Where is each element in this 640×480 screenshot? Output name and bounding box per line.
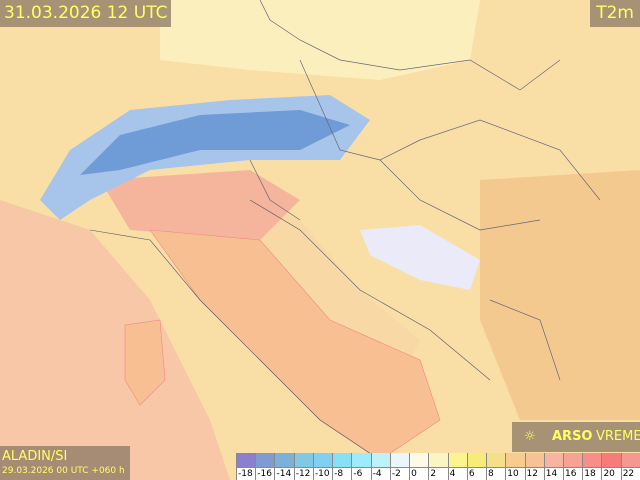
- legend-tick: 22: [622, 469, 635, 479]
- legend-swatch: [563, 453, 583, 468]
- legend-tick: 0: [411, 469, 417, 479]
- sardinia: [124, 319, 166, 406]
- legend-item: 2: [428, 453, 448, 480]
- legend-swatch: [313, 453, 333, 468]
- logo-brand-bold: ARSO: [552, 429, 593, 444]
- legend-item: 8: [486, 453, 506, 480]
- legend-tick: 14: [545, 469, 558, 479]
- country-borders: [249, 0, 601, 381]
- legend-swatch: [333, 453, 352, 468]
- legend-item: 16: [562, 453, 583, 480]
- legend-item: -18: [236, 453, 256, 480]
- alps-colder: [80, 110, 350, 175]
- legend-tick: 6: [468, 469, 475, 479]
- legend-item: 0: [409, 453, 429, 480]
- legend-tick: 4: [449, 469, 456, 479]
- legend-swatch: [602, 453, 621, 468]
- legend-swatch: [506, 453, 525, 468]
- legend-tick: 18: [584, 469, 596, 479]
- legend-tick: -16: [257, 469, 272, 479]
- adriatic-sea: [250, 200, 420, 380]
- balkans: [480, 170, 640, 420]
- legend-item: -12: [293, 453, 313, 480]
- legend-item: -10: [312, 453, 333, 480]
- legend-tick: -4: [372, 469, 382, 479]
- po-valley: [100, 170, 300, 240]
- legend-swatch: [583, 453, 602, 468]
- legend-swatch: [487, 453, 506, 468]
- legend-item: -16: [255, 453, 275, 480]
- weather-sun-icon: ☼: [524, 429, 536, 444]
- legend-item: 6: [466, 453, 487, 480]
- legend-item: -2: [389, 453, 410, 480]
- legend-item: -8: [332, 453, 352, 480]
- mediterranean-sea: [0, 200, 230, 480]
- legend-tick: 2: [430, 469, 437, 479]
- legend-tick: -12: [295, 469, 311, 479]
- color-legend: -18 -16 -14 -12 -10 -8 -6 -4 -2 0 2 4 6 8 10 12 14 16 18 20…: [236, 453, 640, 480]
- legend-swatch: [621, 453, 640, 468]
- legend-swatch: [294, 453, 313, 468]
- legend-swatch: [390, 453, 410, 468]
- legend-tick: 20: [603, 469, 615, 479]
- legend-item: -6: [351, 453, 371, 480]
- legend-swatch: [352, 453, 371, 468]
- legend-swatch: [410, 453, 429, 468]
- legend-item: -14: [274, 453, 294, 480]
- legend-tick: -10: [314, 469, 330, 479]
- dinaric-cold: [360, 225, 480, 290]
- coastline: [89, 199, 491, 461]
- legend-tick: -18: [238, 469, 253, 479]
- legend-item: -4: [370, 453, 390, 480]
- legend-tick: 10: [507, 469, 519, 479]
- model-run: 29.03.2026 00 UTC +060 h: [2, 466, 125, 476]
- legend-swatch: [448, 453, 467, 468]
- legend-item: 10: [505, 453, 525, 480]
- legend-item: 18: [582, 453, 602, 480]
- legend-tick: -6: [353, 469, 363, 479]
- legend-item: 14: [543, 453, 563, 480]
- legend-swatch: [275, 453, 294, 468]
- legend-swatch: [544, 453, 563, 468]
- legend-tick: -8: [334, 469, 344, 479]
- legend-swatch: [467, 453, 487, 468]
- legend-swatch: [371, 453, 390, 468]
- legend-tick: -14: [276, 469, 292, 479]
- legend-tick: 16: [564, 469, 577, 479]
- legend-swatch: [429, 453, 448, 468]
- parameter-label: T2m: [590, 0, 640, 27]
- legend-swatch: [237, 453, 256, 468]
- northern-lowlands: [160, 0, 480, 80]
- legend-tick: 8: [488, 469, 494, 479]
- legend-tick: -2: [391, 469, 401, 479]
- legend-item: 22: [620, 453, 640, 480]
- legend-swatch: [256, 453, 275, 468]
- legend-item: 12: [524, 453, 544, 480]
- legend-swatch: [525, 453, 544, 468]
- model-name: ALADIN/SI: [2, 449, 68, 464]
- legend-item: 20: [601, 453, 621, 480]
- arso-logo: ☼ ARSO VREME: [512, 422, 640, 452]
- model-info: ALADIN/SI 29.03.2026 00 UTC +060 h: [0, 446, 130, 480]
- legend-item: 4: [447, 453, 467, 480]
- legend-tick: 12: [526, 469, 538, 479]
- logo-brand-regular: VREME: [596, 429, 640, 444]
- valid-time-label: 31.03.2026 12 UTC: [0, 0, 172, 27]
